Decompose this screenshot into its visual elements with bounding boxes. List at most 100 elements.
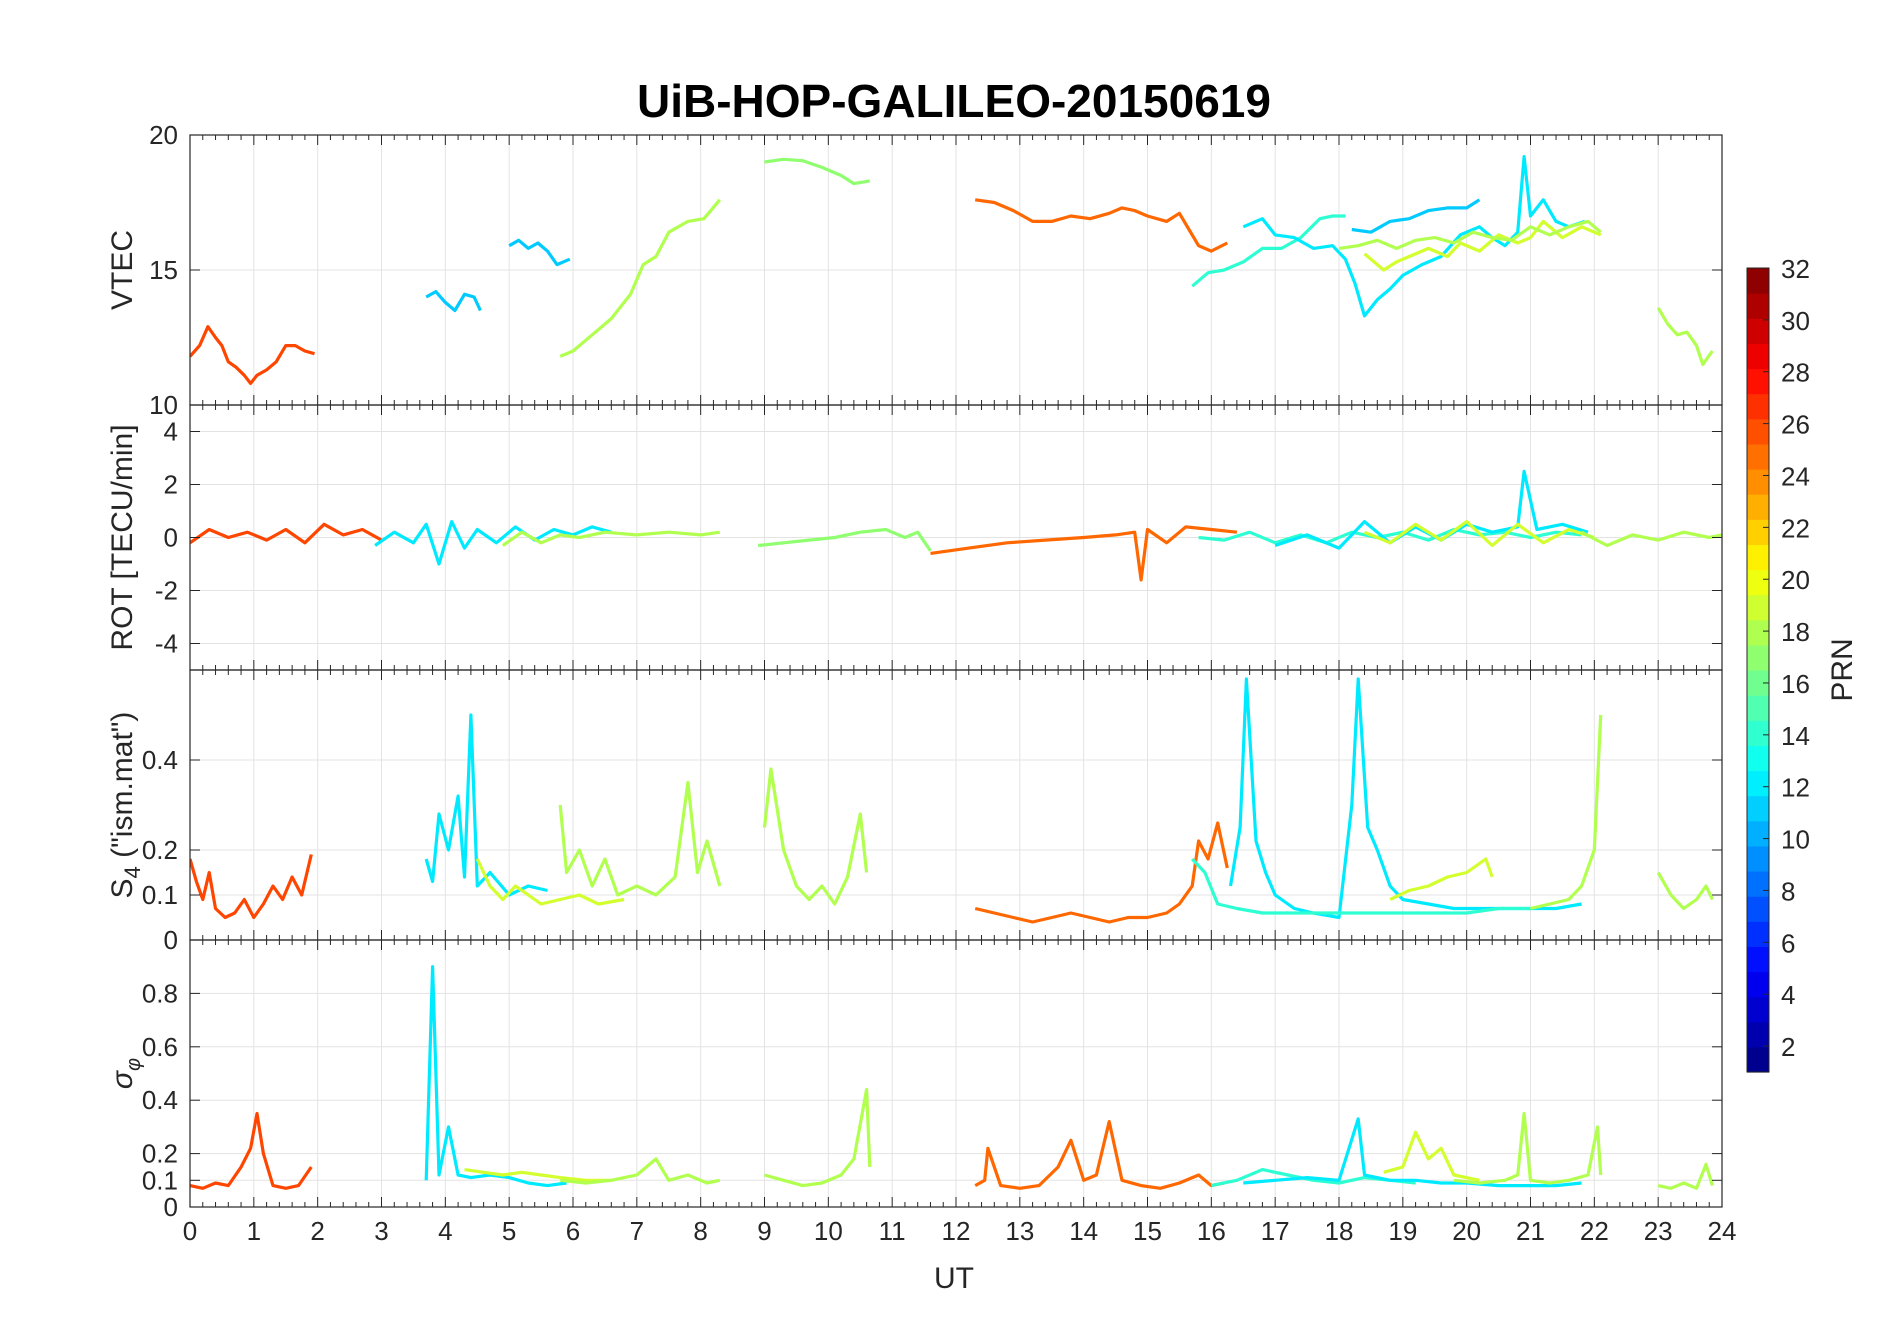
- x-tick-label: 23: [1644, 1216, 1673, 1246]
- x-tick-label: 24: [1708, 1216, 1737, 1246]
- colorbar-cell: [1747, 845, 1769, 872]
- x-axis-label: UT: [934, 1262, 974, 1295]
- x-tick-label: 4: [438, 1216, 452, 1246]
- colorbar-cell: [1747, 293, 1769, 319]
- colorbar-cell: [1747, 896, 1769, 922]
- x-tick-label: 9: [757, 1216, 771, 1246]
- colorbar-cell: [1747, 469, 1769, 495]
- series-line-prn-18: [764, 1087, 872, 1188]
- colorbar-tick-label: 6: [1781, 928, 1795, 958]
- series-line-prn-26: [190, 854, 313, 920]
- vtec-panel: 10 15 20 VTEC: [106, 120, 1723, 420]
- colorbar-tick-label: 16: [1781, 669, 1810, 699]
- colorbar-tick-label: 10: [1781, 825, 1810, 855]
- y-axis-label-vtec: VTEC: [106, 230, 139, 310]
- colorbar-cell: [1747, 519, 1769, 545]
- series-group: [190, 469, 1722, 582]
- colorbar-cell: [1747, 644, 1769, 671]
- x-tick-label: 22: [1580, 1216, 1609, 1246]
- series-line-prn-18: [1656, 306, 1714, 367]
- colorbar-frame: [1746, 267, 1770, 1073]
- series-line-prn-14: [1191, 857, 1531, 915]
- series-line-prn-17: [764, 157, 871, 186]
- colorbar-cell: [1747, 871, 1769, 897]
- series-line-prn-12: [1243, 1117, 1582, 1188]
- y-tick-label: 0.6: [142, 1032, 178, 1062]
- series-line-prn-19: [464, 1168, 612, 1182]
- x-tick-label: 21: [1516, 1216, 1545, 1246]
- colorbar-tick-label: 32: [1781, 254, 1810, 284]
- colorbar-cell: [1747, 318, 1769, 344]
- y-axis-label-rot: ROT [TECU/min]: [106, 424, 139, 650]
- colorbar-cell: [1747, 1046, 1769, 1073]
- series-line-prn-18: [1656, 871, 1714, 911]
- series-line-prn-26: [190, 325, 315, 385]
- series-line-prn-18: [501, 530, 721, 547]
- y-tick-label: 4: [164, 417, 178, 447]
- series-line-prn-18: [762, 767, 869, 906]
- colorbar-cell: [1747, 820, 1769, 847]
- colorbar-tick-label: 20: [1781, 565, 1810, 595]
- series-line-prn-12: [374, 520, 612, 566]
- x-tick-label: 7: [630, 1216, 644, 1246]
- y-tick-label: 0.1: [142, 1165, 178, 1195]
- series-line-prn-11: [508, 238, 571, 267]
- y-tick-label: 0.1: [142, 880, 178, 910]
- y-tick-label: 20: [149, 120, 178, 150]
- colorbar-cell: [1747, 393, 1769, 420]
- x-tick-label: 12: [942, 1216, 971, 1246]
- y-tick-label: 0.2: [142, 1139, 178, 1169]
- colorbar-cell: [1747, 343, 1769, 370]
- series-line-prn-18: [1338, 219, 1602, 250]
- colorbar-tick-label: 4: [1781, 980, 1795, 1010]
- y-tick-label: 0.8: [142, 978, 178, 1008]
- series-group: [190, 965, 1714, 1190]
- series-line-prn-25: [974, 1120, 1225, 1190]
- colorbar-cell: [1747, 795, 1769, 822]
- sigma-phi-panel: 00.10.2 0.4 0.6 0.8 σφ: [106, 939, 1723, 1222]
- x-tick-label: 20: [1452, 1216, 1481, 1246]
- x-tick-label: 18: [1325, 1216, 1354, 1246]
- y-tick-label: 15: [149, 255, 178, 285]
- colorbar-cell: [1747, 745, 1769, 772]
- series-line-prn-19: [1383, 1130, 1480, 1182]
- colorbar-tick-label: 22: [1781, 513, 1810, 543]
- x-tick-label: 2: [310, 1216, 324, 1246]
- series-line-prn-18: [1657, 1162, 1714, 1190]
- x-tick-label: 0: [183, 1216, 197, 1246]
- series-line-prn-14: [1191, 214, 1346, 288]
- colorbar-cell: [1747, 720, 1769, 746]
- y-tick-label: 0: [164, 523, 178, 553]
- x-tick-label: 6: [566, 1216, 580, 1246]
- y-tick-label: 0: [164, 1192, 178, 1222]
- colorbar-cell: [1747, 695, 1769, 721]
- y-axis-label-sigphi: σφ: [106, 1058, 145, 1089]
- colorbar-cell: [1747, 494, 1769, 520]
- colorbar-tick-label: 14: [1781, 721, 1810, 751]
- series-line-prn-14: [1198, 527, 1582, 545]
- x-tick-label: 1: [247, 1216, 261, 1246]
- colorbar-label: PRN: [1826, 638, 1859, 701]
- colorbar-cell: [1747, 946, 1769, 973]
- x-axis-tick-labels: 0 1 2 3 4 5 6 7 8 9 10 11 12 13 14 15 16 17 18 19 20 21 22 23 24: [183, 1216, 1737, 1246]
- colorbar-cell: [1747, 594, 1769, 621]
- chart-title: UiB-HOP-GALILEO-20150619: [637, 75, 1271, 127]
- x-tick-label: 15: [1133, 1216, 1162, 1246]
- x-tick-label: 14: [1069, 1216, 1098, 1246]
- series-line-prn-19: [475, 858, 625, 906]
- colorbar-tick-label: 28: [1781, 358, 1810, 388]
- colorbar-cell: [1747, 418, 1769, 445]
- colorbar-cell: [1747, 268, 1769, 294]
- rot-panel: -4 -2 0 2 4 ROT [TECU/min]: [106, 404, 1723, 671]
- y-tick-label: 0.4: [142, 1085, 178, 1115]
- y-tick-label: -2: [155, 576, 178, 606]
- y-tick-label: 0.4: [142, 745, 178, 775]
- colorbar-cell: [1747, 443, 1769, 470]
- series-line-prn-11: [425, 290, 482, 313]
- colorbar-cell: [1747, 569, 1769, 596]
- x-tick-label: 8: [693, 1216, 707, 1246]
- colorbar-cell: [1747, 619, 1769, 646]
